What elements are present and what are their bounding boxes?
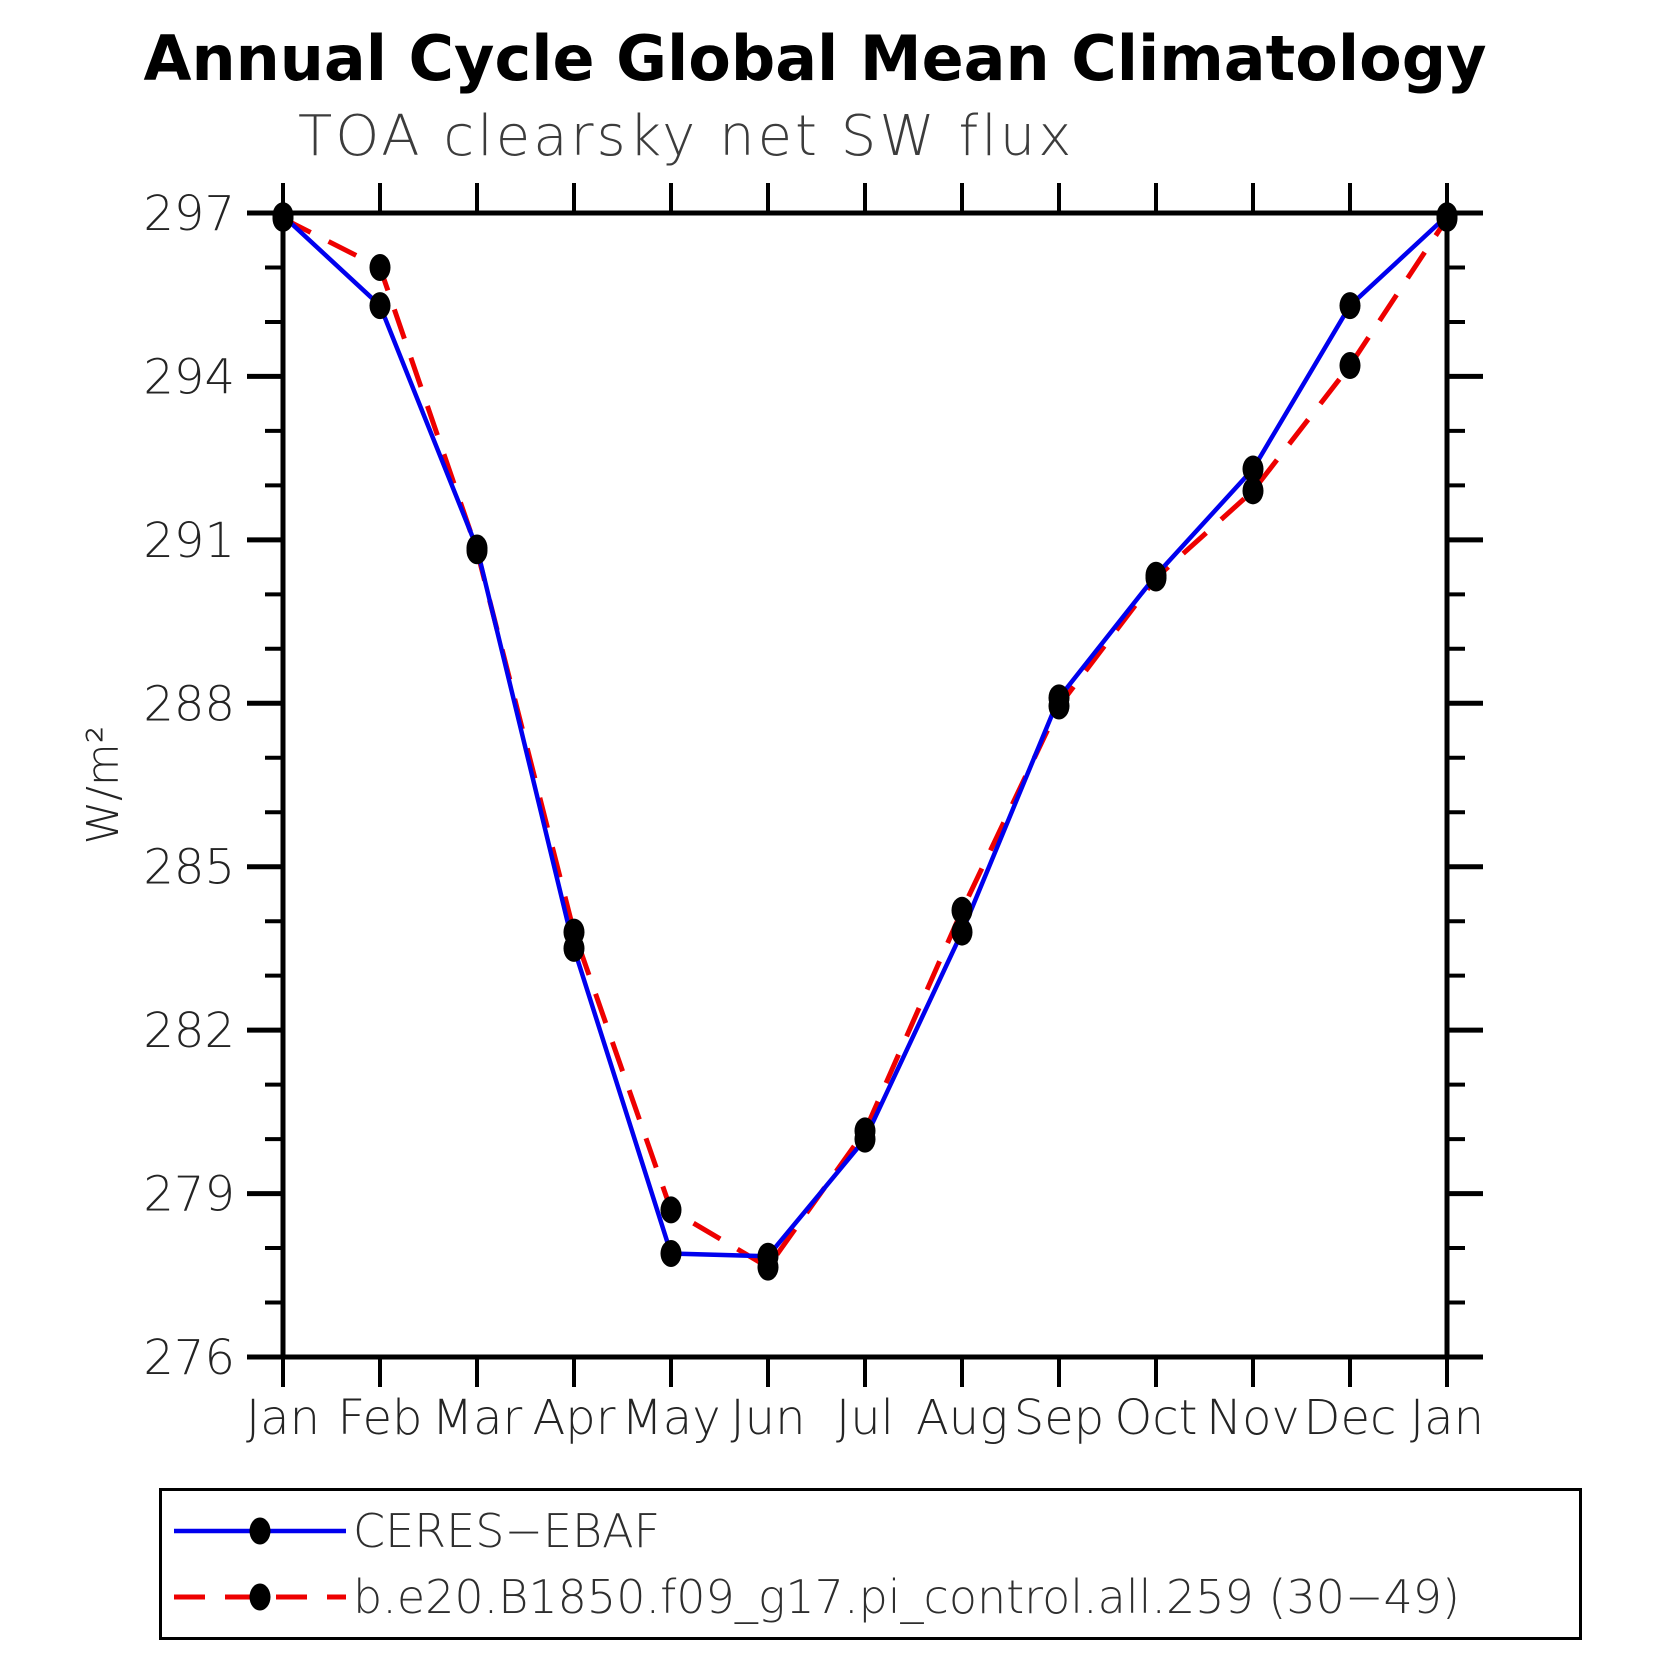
data-point-model [1048, 692, 1070, 720]
y-axis-label: W/m² [78, 726, 129, 845]
legend-label-model: b.e20.B1850.f09_g17.pi_control.all.259 (… [353, 1570, 1460, 1624]
y-tick-label: 288 [143, 676, 235, 732]
x-tick-label: Apr [532, 1390, 615, 1446]
data-point-model [1436, 204, 1458, 232]
y-tick-label: 285 [143, 840, 235, 896]
data-point-model [1145, 564, 1167, 592]
data-point-model [1339, 352, 1361, 380]
data-point-model [369, 253, 391, 281]
x-tick-label: Feb [338, 1390, 423, 1446]
x-tick-label: Mar [432, 1390, 523, 1446]
y-tick-label: 279 [143, 1167, 235, 1223]
x-tick-label: Jul [836, 1390, 894, 1446]
data-point-model [563, 918, 585, 946]
legend-row-ceres: CERES−EBAF [168, 1498, 1579, 1564]
legend-sample-marker [249, 1517, 271, 1545]
y-tick-label: 297 [143, 186, 235, 242]
x-tick-label: Jan [1410, 1390, 1484, 1446]
x-tick-label: May [621, 1390, 720, 1446]
legend-row-model: b.e20.B1850.f09_g17.pi_control.all.259 (… [168, 1564, 1579, 1630]
data-point-ceres-ebaf [369, 292, 391, 320]
x-tick-label: Jun [731, 1390, 806, 1446]
data-point-model [757, 1253, 779, 1281]
x-tick-label: Sep [1014, 1390, 1104, 1446]
x-tick-label: Aug [916, 1390, 1008, 1446]
data-point-model [854, 1117, 876, 1145]
data-point-model [272, 204, 294, 232]
series-line-model [281, 216, 1450, 1271]
legend-box: CERES−EBAF b.e20.B1850.f09_g17.pi_contro… [159, 1488, 1582, 1640]
data-point-model [1242, 477, 1264, 505]
y-tick-label: 294 [143, 349, 235, 405]
legend-line-sample-model [174, 1583, 346, 1611]
x-tick-label: Nov [1206, 1390, 1300, 1446]
legend-sample-marker [249, 1583, 271, 1611]
legend-line-sample-ceres [174, 1517, 346, 1545]
y-tick-label: 276 [143, 1330, 235, 1386]
y-tick-label: 282 [143, 1003, 235, 1059]
data-point-model [951, 896, 973, 924]
x-tick-label: Dec [1304, 1390, 1397, 1446]
legend-label-ceres: CERES−EBAF [353, 1504, 661, 1558]
data-point-ceres-ebaf [1242, 455, 1264, 483]
data-point-ceres-ebaf [951, 918, 973, 946]
data-point-ceres-ebaf [1339, 292, 1361, 320]
data-point-ceres-ebaf [660, 1239, 682, 1267]
chart-subtitle: TOA clearsky net SW flux [298, 104, 1075, 169]
plot-area: Jan Feb Mar Apr May Jun Jul Aug Sep Oct Nov Dec Jan2… [78, 183, 1484, 1446]
series-line-ceres-ebaf [281, 214, 1449, 1259]
plot-frame [280, 210, 1450, 1360]
x-tick-label: Oct [1115, 1390, 1198, 1446]
x-tick-label: Jan [246, 1390, 320, 1446]
y-tick-label: 291 [143, 513, 235, 569]
data-point-model [660, 1196, 682, 1224]
chart-title: Annual Cycle Global Mean Climatology [143, 22, 1487, 95]
data-point-model [466, 537, 488, 565]
